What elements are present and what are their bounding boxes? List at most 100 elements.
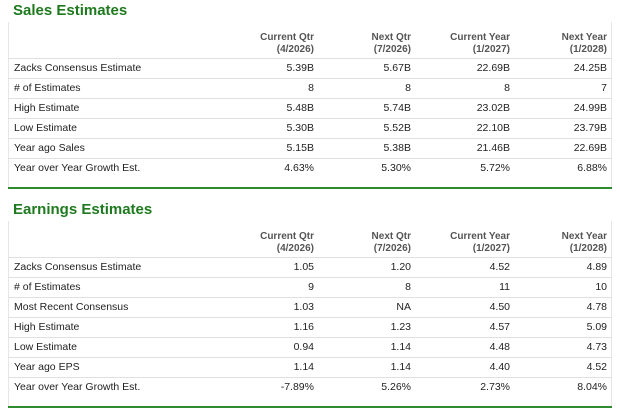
cell-value: 5.38B: [383, 142, 411, 154]
cell-value: 0.94: [293, 341, 314, 353]
row-label: Year ago EPS: [14, 361, 80, 373]
cell-value: 5.09: [586, 321, 607, 333]
row-separator: [8, 158, 612, 159]
row-separator: [8, 257, 612, 258]
cell-value: 8: [405, 281, 411, 293]
row-label: Zacks Consensus Estimate: [14, 62, 142, 74]
column-header: Current Qtr: [260, 231, 314, 242]
cell-value: 9: [308, 281, 314, 293]
cell-value: 4.50: [489, 301, 510, 313]
cell-value: 1.14: [293, 361, 314, 373]
cell-value: 23.02B: [476, 102, 510, 114]
column-header: Current Year: [450, 32, 510, 43]
cell-value: 23.79B: [573, 122, 607, 134]
cell-value: 5.48B: [286, 102, 314, 114]
cell-value: 2.73%: [480, 381, 510, 393]
row-label: # of Estimates: [14, 82, 81, 94]
cell-value: 5.74B: [383, 102, 411, 114]
cell-value: 4.89: [586, 261, 607, 273]
cell-value: 4.78: [586, 301, 607, 313]
column-period: (1/2027): [472, 44, 510, 55]
column-period: (4/2026): [276, 44, 314, 55]
row-label: Year over Year Growth Est.: [14, 381, 141, 393]
row-separator: [8, 377, 612, 378]
cell-value: 1.23: [390, 321, 411, 333]
cell-value: 8.04%: [577, 381, 607, 393]
section-border: [8, 221, 9, 407]
cell-value: 1.20: [390, 261, 411, 273]
column-period: (1/2028): [569, 44, 607, 55]
column-header: Current Qtr: [260, 32, 314, 43]
row-separator: [8, 118, 612, 119]
column-period: (1/2028): [569, 243, 607, 254]
cell-value: 1.14: [390, 361, 411, 373]
cell-value: 8: [405, 82, 411, 94]
cell-value: 21.46B: [476, 142, 510, 154]
cell-value: -7.89%: [280, 381, 314, 393]
row-separator: [8, 277, 612, 278]
section-border: [611, 221, 612, 407]
section-border: [8, 22, 9, 188]
column-period: (1/2027): [472, 243, 510, 254]
column-header: Next Year: [561, 231, 607, 242]
row-separator: [8, 337, 612, 338]
cell-value: 1.05: [293, 261, 314, 273]
row-separator: [8, 138, 612, 139]
cell-value: 5.26%: [381, 381, 411, 393]
cell-value: 4.40: [489, 361, 510, 373]
cell-value: 8: [308, 82, 314, 94]
column-period: (7/2026): [373, 44, 411, 55]
row-label: Low Estimate: [14, 341, 78, 353]
cell-value: 22.10B: [476, 122, 510, 134]
cell-value: 4.57: [489, 321, 510, 333]
cell-value: 11: [499, 281, 510, 293]
cell-value: 5.67B: [383, 62, 411, 74]
cell-value: 10: [595, 281, 607, 293]
cell-value: 6.88%: [577, 162, 607, 174]
cell-value: 5.30B: [286, 122, 314, 134]
section-title: Sales Estimates: [13, 2, 128, 19]
cell-value: 5.15B: [286, 142, 314, 154]
cell-value: 4.73: [586, 341, 607, 353]
row-separator: [8, 98, 612, 99]
cell-value: 24.25B: [573, 62, 607, 74]
column-period: (7/2026): [373, 243, 411, 254]
column-header: Next Qtr: [371, 32, 411, 43]
cell-value: 7: [601, 82, 607, 94]
cell-value: 4.52: [489, 261, 510, 273]
row-label: Most Recent Consensus: [14, 301, 129, 313]
cell-value: 5.39B: [286, 62, 314, 74]
row-label: # of Estimates: [14, 281, 81, 293]
row-label: Year over Year Growth Est.: [14, 162, 141, 174]
cell-value: 24.99B: [573, 102, 607, 114]
cell-value: 4.48: [489, 341, 510, 353]
column-header: Next Year: [561, 32, 607, 43]
cell-value: 22.69B: [573, 142, 607, 154]
row-separator: [8, 78, 612, 79]
cell-value: 8: [504, 82, 510, 94]
cell-value: 5.72%: [480, 162, 510, 174]
row-label: High Estimate: [14, 321, 80, 333]
cell-value: 1.16: [293, 321, 314, 333]
row-label: Low Estimate: [14, 122, 78, 134]
row-label: Zacks Consensus Estimate: [14, 261, 142, 273]
cell-value: 1.14: [390, 341, 411, 353]
section-border: [611, 22, 612, 188]
row-separator: [8, 58, 612, 59]
column-period: (4/2026): [276, 243, 314, 254]
row-separator: [8, 357, 612, 358]
section-rule: [8, 406, 612, 408]
row-separator: [8, 317, 612, 318]
column-header: Current Year: [450, 231, 510, 242]
cell-value: 1.03: [293, 301, 314, 313]
row-label: High Estimate: [14, 102, 80, 114]
section-rule: [8, 187, 612, 189]
column-header: Next Qtr: [371, 231, 411, 242]
row-separator: [8, 297, 612, 298]
cell-value: 5.30%: [381, 162, 411, 174]
section-title: Earnings Estimates: [13, 201, 153, 218]
row-label: Year ago Sales: [14, 142, 85, 154]
cell-value: NA: [396, 301, 411, 313]
cell-value: 5.52B: [383, 122, 411, 134]
